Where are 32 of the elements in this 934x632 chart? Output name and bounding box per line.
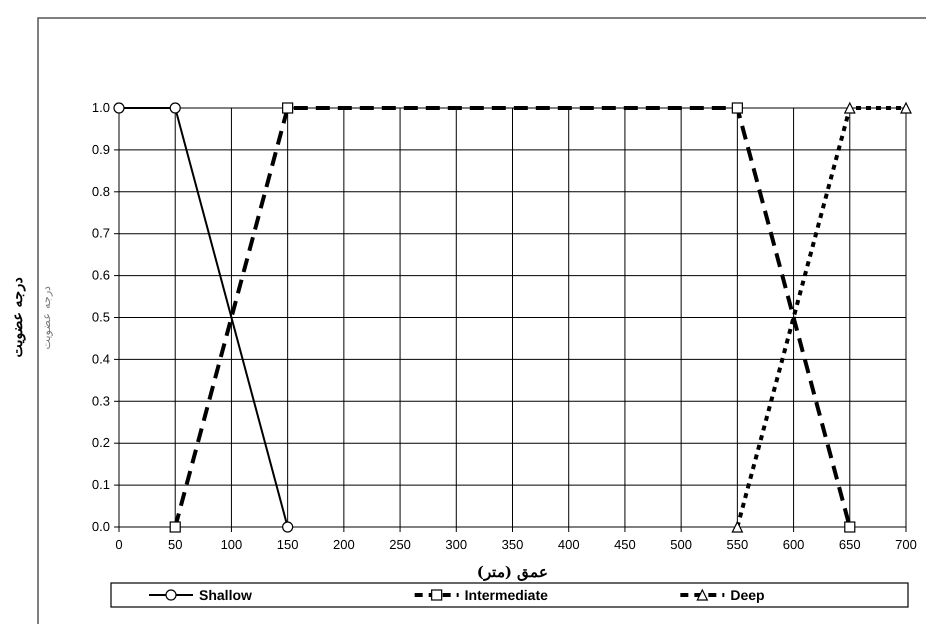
y-tick-label: 0.9: [92, 142, 110, 157]
legend-label: Shallow: [199, 587, 252, 603]
x-tick-label: 500: [670, 537, 692, 552]
x-tick-label: 250: [389, 537, 411, 552]
x-tick-label: 0: [115, 537, 123, 552]
y-tick-label: 0.5: [92, 310, 110, 324]
y-tick-label: 0.0: [92, 519, 110, 534]
legend-label: Intermediate: [464, 587, 548, 603]
y-tick-label: 0.1: [92, 477, 110, 492]
x-tick-label: 300: [445, 537, 468, 552]
text: درجه عضویت: [40, 286, 53, 350]
x-tick-label: 600: [782, 537, 804, 552]
x-tick-label: 650: [838, 537, 861, 552]
y-tick-label: 0.7: [92, 226, 110, 241]
y-tick-label: 0.6: [92, 268, 110, 283]
x-tick-label: 350: [502, 537, 524, 552]
x-tick-label: 50: [168, 537, 182, 552]
legend-label: Deep: [730, 587, 765, 603]
y-tick-label: 1.0: [92, 100, 110, 115]
x-tick-label: 550: [726, 537, 748, 552]
y-tick-label: 0.8: [92, 184, 110, 199]
y-tick-label: 0.2: [92, 435, 110, 450]
y-tick-label: 0.3: [92, 393, 110, 408]
x-axis-title: عمق (متر): [476, 563, 548, 581]
y-tick-label: 0.4: [92, 351, 110, 366]
x-tick-label: 700: [895, 537, 917, 552]
x-tick-label: 150: [276, 537, 298, 552]
x-tick-label: 450: [614, 537, 636, 552]
x-tick-label: 100: [220, 537, 242, 552]
x-tick-label: 200: [333, 537, 355, 552]
x-tick-label: 400: [558, 537, 580, 552]
y-axis-title: درجه عضویت: [10, 278, 26, 358]
